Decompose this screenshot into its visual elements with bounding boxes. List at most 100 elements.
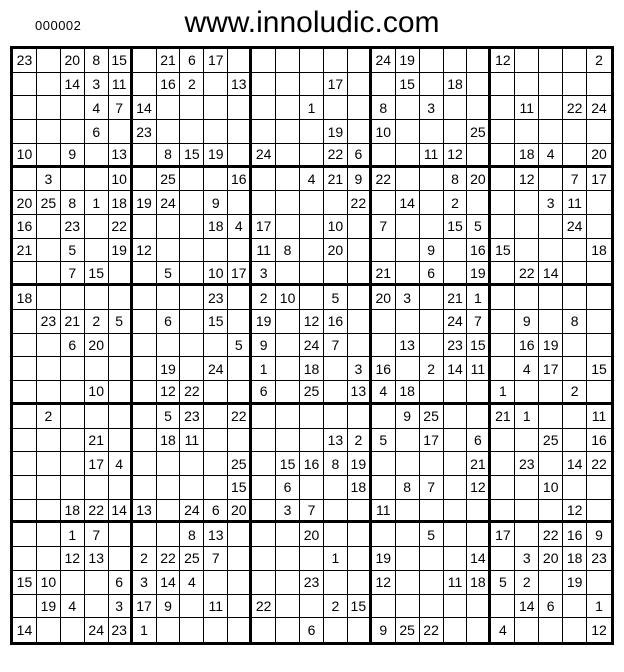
grid-cell [491, 72, 516, 97]
grid-cell [60, 475, 85, 500]
grid-cell: 15 [347, 594, 372, 619]
grid-cell: 11 [204, 594, 229, 619]
grid-cell [587, 286, 611, 310]
grid-cell: 16 [515, 333, 540, 358]
grid-cell [36, 143, 61, 168]
grid-cell [371, 594, 396, 619]
grid-cell [13, 96, 37, 121]
grid-cell: 18 [515, 143, 540, 168]
grid-cell: 24 [300, 333, 324, 358]
grid-cell: 13 [228, 72, 253, 97]
grid-cell [108, 333, 133, 358]
grid-cell [515, 381, 540, 405]
grid-cell: 14 [539, 262, 564, 287]
grid-cell [228, 618, 253, 642]
grid-cell [419, 309, 444, 334]
grid-cell: 23 [587, 547, 611, 571]
grid-cell [563, 143, 588, 168]
grid-cell: 15 [467, 333, 492, 358]
grid-cell: 2 [84, 309, 109, 334]
grid-cell [276, 618, 301, 642]
grid-cell: 7 [419, 475, 444, 500]
grid-cell: 11 [467, 357, 492, 382]
grid-cell [348, 618, 372, 642]
grid-cell: 19 [36, 594, 61, 619]
grid-cell [371, 72, 396, 97]
grid-cell: 20 [587, 144, 611, 168]
grid-cell [60, 570, 85, 595]
grid-cell [108, 404, 133, 429]
grid-cell: 2 [132, 547, 157, 571]
grid-cell: 23 [36, 309, 61, 334]
grid-cell [204, 381, 229, 405]
grid-cell [180, 286, 205, 310]
grid-cell [491, 452, 516, 476]
grid-cell [276, 143, 301, 168]
grid-cell [204, 404, 229, 429]
grid-cell: 1 [252, 357, 277, 382]
grid-cell [467, 381, 492, 405]
grid-cell [13, 475, 37, 500]
grid-cell [180, 191, 205, 216]
grid-cell [587, 571, 611, 595]
grid-cell [36, 96, 61, 121]
grid-cell: 2 [323, 594, 348, 619]
grid-cell [419, 286, 444, 310]
grid-cell [515, 523, 540, 548]
grid-cell [276, 167, 301, 192]
grid-cell: 16 [300, 452, 324, 476]
grid-cell: 1 [467, 286, 492, 310]
grid-cell [395, 594, 420, 619]
grid-cell [252, 167, 277, 192]
grid-cell [36, 357, 61, 382]
grid-cell [204, 167, 229, 192]
grid-cell: 16 [13, 215, 37, 239]
grid-cell [443, 452, 468, 476]
grid-cell [467, 143, 492, 168]
grid-cell [395, 570, 420, 595]
grid-cell: 1 [587, 595, 611, 619]
grid-cell: 3 [252, 262, 277, 287]
grid-cell [419, 570, 444, 595]
grid-cell: 15 [443, 215, 468, 239]
grid-cell [371, 475, 396, 500]
grid-cell: 24 [563, 215, 588, 239]
grid-cell [515, 72, 540, 97]
grid-cell: 15 [13, 570, 37, 595]
grid-cell: 13 [84, 547, 109, 571]
grid-cell [323, 262, 348, 287]
grid-cell: 22 [156, 547, 181, 571]
grid-cell: 19 [563, 570, 588, 595]
grid-cell: 21 [84, 428, 109, 453]
grid-cell [300, 215, 324, 239]
grid-cell [276, 309, 301, 334]
grid-cell [276, 191, 301, 216]
grid-cell [228, 238, 253, 263]
grid-cell [444, 618, 468, 642]
grid-cell [347, 120, 372, 144]
grid-cell: 15 [180, 143, 205, 168]
grid-cell: 14 [60, 72, 85, 97]
grid-cell [37, 618, 61, 642]
grid-cell [300, 475, 324, 500]
grid-cell [347, 499, 372, 524]
grid-cell [108, 357, 133, 382]
grid-cell [180, 618, 205, 642]
grid-cell [108, 381, 133, 405]
grid-cell: 14 [132, 96, 157, 121]
grid-cell [419, 191, 444, 216]
grid-cell: 25 [300, 381, 324, 405]
grid-cell: 4 [491, 618, 516, 642]
grid-cell: 25 [180, 547, 205, 571]
grid-cell: 15 [395, 72, 420, 97]
grid-cell [132, 381, 157, 405]
grid-cell [156, 452, 181, 476]
grid-cell: 2 [587, 49, 611, 73]
grid-cell: 25 [467, 120, 492, 144]
grid-cell [587, 381, 611, 405]
grid-cell: 6 [347, 143, 372, 168]
grid-cell [395, 428, 420, 453]
grid-cell: 7 [563, 167, 588, 192]
grid-cell: 9 [347, 167, 372, 192]
grid-cell [515, 475, 540, 500]
